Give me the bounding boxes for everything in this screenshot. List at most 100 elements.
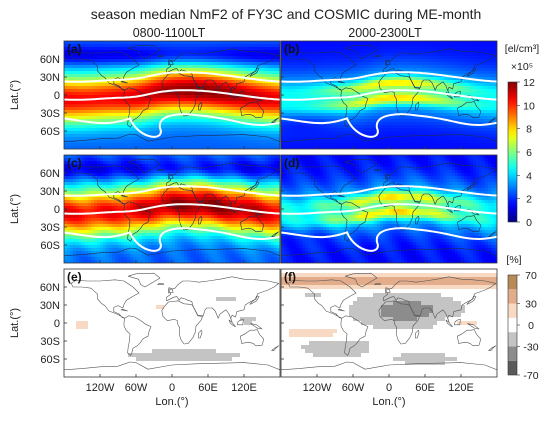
panel-label: (b) [284,42,299,56]
coastline-new-guinea [250,323,263,330]
coastline-madagascar [198,329,203,339]
coastline-japan [466,181,477,191]
panel-a: (a) 60N 30N 0 30S 60S Lat.(°) [9,40,281,150]
coastline-australia [457,215,482,233]
heatmap-cells [64,155,280,263]
coastline-eurasia [166,48,280,95]
y-tick-label: 60N [40,54,60,66]
x-tick-label: 120W [86,382,115,394]
coastline-greenland [127,44,161,60]
coastline-africa [378,186,420,231]
coastline-madagascar [415,215,420,225]
x-tick-label: 60W [125,382,148,394]
heatmap-cells [281,155,497,263]
x-tick-label: 120E [448,382,474,394]
coastline-cuba [337,80,345,84]
coastline-south-america [340,315,369,356]
coastline-iceland [374,283,381,285]
x-tick-label: 120W [303,382,332,394]
coastline-new-zealand [488,117,497,123]
heatmap-cells [64,41,280,149]
column-title-right: 2000-2300LT [348,26,422,40]
colorbar-diff-level [508,303,517,318]
heatmap-cells [281,269,497,377]
coastline-north-america [70,279,140,319]
coastline-overlay [64,158,280,257]
y-tick-label: 30N [40,72,60,84]
heatmap-cells [64,269,280,377]
coastline-new-guinea [467,323,480,330]
panel-label: (a) [67,42,82,56]
coastline-british-isles [385,59,391,66]
magnetic-line-north [64,185,280,197]
panel-d: (d) [280,154,498,264]
coastline-british-isles [385,287,391,294]
coastline-new-zealand [488,231,497,237]
colorbar-diff-level [508,289,517,304]
coastline-cuba [337,308,345,312]
coastline-new-zealand [271,231,280,237]
coastline-madagascar [198,101,203,111]
heatmap-cells [281,41,497,149]
colorbar-nmf2-scale: ×10⁵ [511,61,533,73]
y-tick-label: 0 [54,90,60,102]
panel-label: (c) [67,156,82,170]
colorbar-nmf2-unit: [el/cm³] [505,43,540,55]
magnetic-line-north [281,71,497,83]
y-axis-label: Lat.(°) [9,308,21,338]
panel-plot-area [281,41,497,149]
magnetic-latitude-lines [64,185,280,252]
coastline-antarctica-coast [64,133,280,143]
magnetic-line-south [64,227,280,252]
coastline-australia [240,215,265,233]
panel-label: (f) [284,270,296,284]
figure-title: season median NmF2 of FY3C and COSMIC du… [91,6,482,22]
coastline-british-isles [168,287,174,294]
colorbar-diff-level [508,332,517,347]
panel-e: (e) 60N 30N 0 30S 60S Lat.(°) 120W 60W 0 60E 120E Lo… [9,268,281,408]
coastline-antarctica-coast [281,247,497,257]
column-title-left: 0800-1100LT [133,26,206,40]
colorbars: 0 2 4 6 8 10 12 [el/cm³] ×10⁵ -70 -30 0 30 70 [%] [505,43,540,382]
y-tick-label: 60S [40,240,60,252]
panel-plot-area [64,41,280,149]
coastline-japan [466,67,477,77]
magnetic-latitude-lines [281,185,497,252]
y-tick-label: 30N [40,300,60,312]
coastline-japan [249,295,260,305]
y-tick-label: 30N [40,186,60,198]
x-tick-label: 60E [198,382,218,394]
colorbar-diff-level [508,317,517,333]
coastline-antarctica-coast [64,247,280,257]
coastline-indonesia-borneo [237,319,244,326]
y-tick-label: 30S [40,336,60,348]
coastline-greenland [344,158,378,174]
coastline-new-zealand [271,117,280,123]
x-tick-label: 60W [342,382,365,394]
panel-f: (f) 120W 60W 0 60E 120E Lon.(°) [280,268,498,408]
coastline-africa [378,300,420,345]
coastline-eurasia [383,276,497,323]
colorbar-nmf2-bar [507,81,518,223]
coastline-australia [457,101,482,119]
magnetic-line-equator [281,89,497,101]
coastline-cuba [120,80,128,84]
coastline-madagascar [198,215,203,225]
coastline-indonesia-sumatra [445,319,453,327]
x-axis-label: Lon.(°) [155,396,188,408]
coastline-new-zealand [488,345,497,351]
magnetic-line-north [64,71,280,83]
coastline-iceland [374,169,381,171]
panel-plot-area [64,155,280,263]
coastline-north-america [287,279,357,319]
y-tick-label: 60S [40,354,60,366]
colorbar-tick-label: 4 [526,170,532,182]
colorbar-tick-label: 0 [526,217,532,229]
x-tick-label: 120E [231,382,257,394]
coastline-british-isles [168,173,174,180]
y-tick-label: 0 [54,318,60,330]
coastline-antarctica-coast [64,361,280,371]
colorbar-tick-label: 8 [526,124,532,136]
panel-plot-area [281,155,497,263]
